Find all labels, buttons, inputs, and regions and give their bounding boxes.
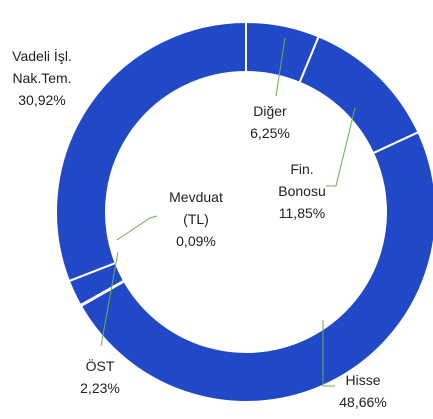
leader-line bbox=[322, 320, 335, 387]
category-label: Bonosu bbox=[278, 183, 325, 199]
data-label: Diğer 6,25% bbox=[250, 103, 290, 141]
donut-segment bbox=[298, 35, 420, 155]
category-label: Fin. bbox=[290, 161, 313, 177]
leader-line bbox=[100, 251, 119, 347]
value-label: 11,85% bbox=[279, 205, 325, 221]
category-label: ÖST bbox=[86, 357, 115, 374]
data-label: Mevduat (TL) 0,09% bbox=[169, 189, 223, 249]
category-label: Hisse bbox=[345, 372, 380, 388]
donut-segment bbox=[55, 20, 247, 283]
category-label: (TL) bbox=[183, 211, 209, 227]
value-label: 48,66% bbox=[339, 394, 386, 410]
data-label: Hisse 48,66% bbox=[339, 372, 386, 410]
data-label: Vadeli İşl. Nak.Tem. 30,92% bbox=[12, 47, 72, 108]
category-label: Diğer bbox=[253, 103, 287, 119]
leader-line bbox=[326, 107, 356, 187]
category-label: Nak.Tem. bbox=[12, 70, 71, 86]
value-label: 6,25% bbox=[250, 125, 290, 141]
leader-line bbox=[275, 37, 286, 97]
category-label: Mevduat bbox=[169, 189, 223, 205]
data-label: ÖST 2,23% bbox=[80, 357, 120, 396]
value-label: 30,92% bbox=[18, 92, 65, 108]
data-label: Fin. Bonosu 11,85% bbox=[278, 161, 325, 221]
category-label: Vadeli İşl. bbox=[12, 47, 72, 64]
value-label: 0,09% bbox=[176, 233, 216, 249]
donut-segment bbox=[79, 130, 433, 403]
leader-line bbox=[116, 215, 158, 241]
value-label: 2,23% bbox=[80, 380, 120, 396]
